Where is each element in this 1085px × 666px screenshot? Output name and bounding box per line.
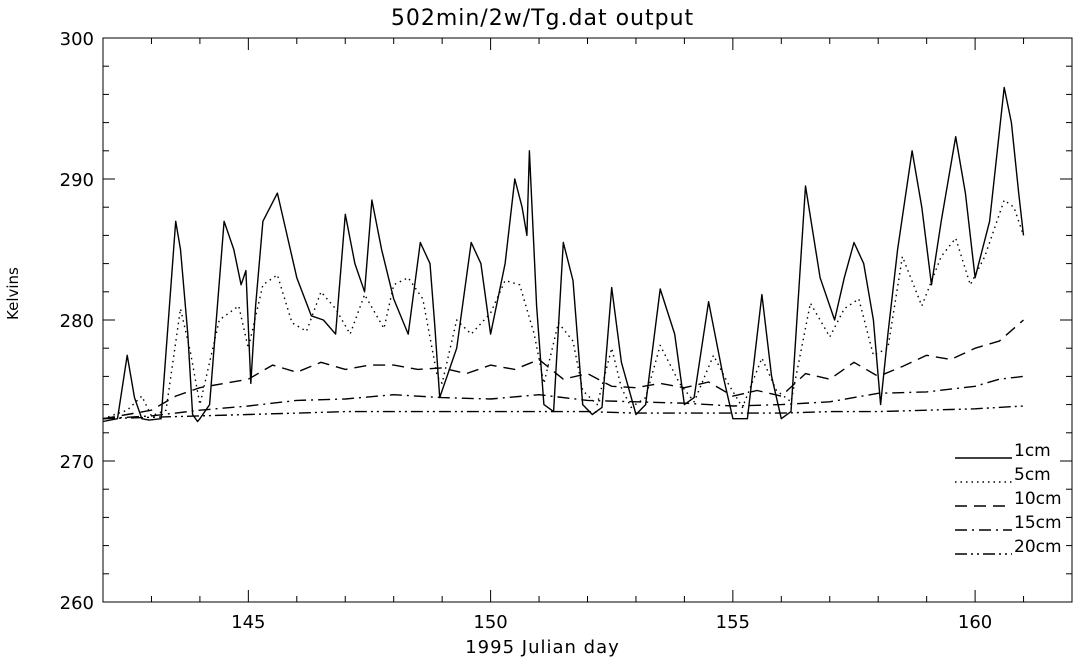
chart-title: 502min/2w/Tg.dat output (390, 6, 695, 31)
series-line-10cm (102, 319, 1024, 420)
legend-label-20cm: 20cm (1014, 537, 1062, 557)
x-tick-label: 150 (473, 612, 507, 633)
series-line-15cm (102, 375, 1024, 420)
x-axis-label: 1995 Julian day (465, 637, 620, 658)
y-tick-label: 300 (60, 29, 94, 50)
series-line-1cm (102, 86, 1025, 423)
y-tick-label: 270 (60, 452, 94, 473)
legend-label-15cm: 15cm (1014, 513, 1062, 533)
x-tick-label: 145 (231, 612, 265, 633)
y-axis-label: Kelvins (4, 267, 22, 320)
y-tick-label: 290 (60, 170, 94, 191)
x-tick-label: 155 (716, 612, 750, 633)
legend-label-10cm: 10cm (1014, 489, 1062, 509)
y-tick-label: 260 (60, 593, 94, 614)
legend-label-1cm: 1cm (1014, 441, 1051, 461)
y-tick-label: 280 (60, 311, 94, 332)
axis-ticks: 145 150 155 160 260 270 280 290 300 (60, 29, 1073, 633)
series-line-20cm (102, 405, 1024, 420)
x-tick-label: 160 (958, 612, 992, 633)
series-line-5cm (102, 199, 1025, 420)
legend-label-5cm: 5cm (1014, 465, 1051, 485)
series-lines (102, 86, 1025, 423)
legend: 1cm 5cm 10cm 15cm 20cm (955, 441, 1062, 557)
